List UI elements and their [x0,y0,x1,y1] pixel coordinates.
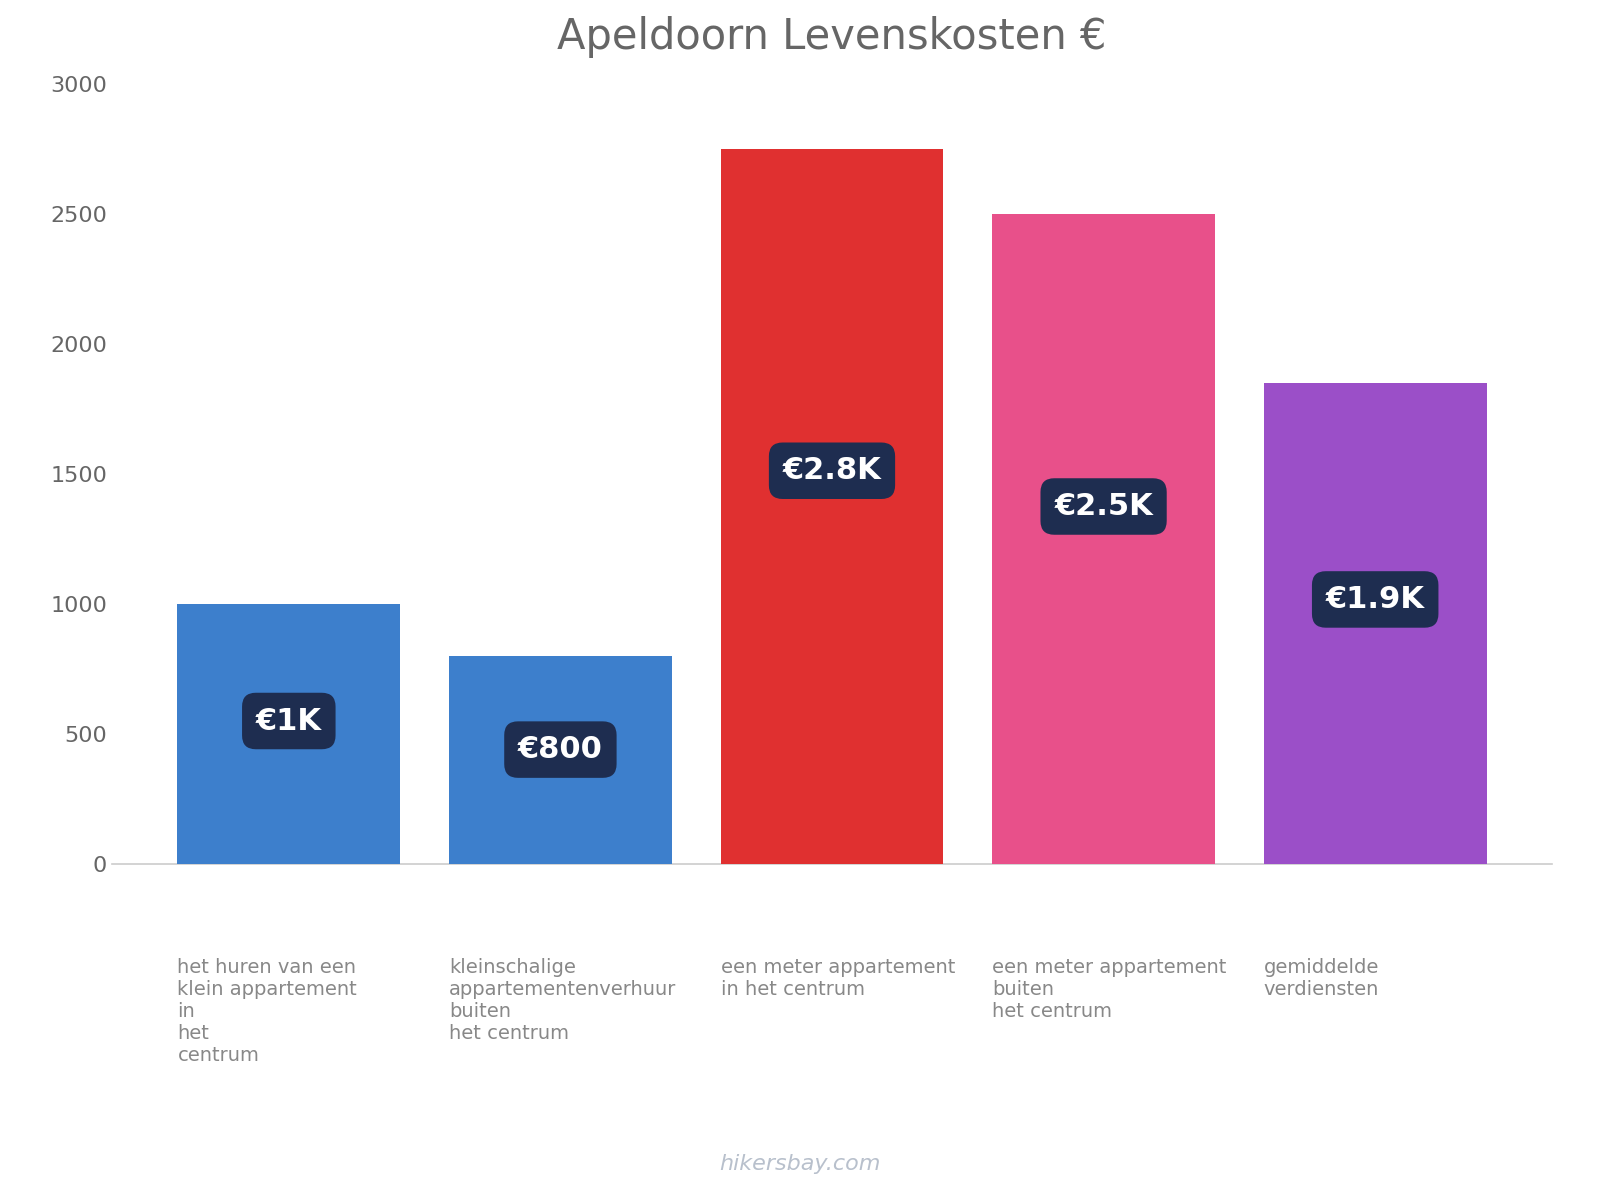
Text: €1K: €1K [256,707,322,736]
Text: een meter appartement
in het centrum: een meter appartement in het centrum [720,958,955,998]
Text: €2.5K: €2.5K [1054,492,1154,521]
Bar [992,214,1214,864]
Title: Apeldoorn Levenskosten €: Apeldoorn Levenskosten € [557,17,1107,59]
Text: kleinschalige
appartementenverhuur
buiten
het centrum: kleinschalige appartementenverhuur buite… [450,958,677,1043]
Bar [1264,383,1486,864]
Bar [450,656,672,864]
Text: €2.8K: €2.8K [782,456,882,485]
Text: een meter appartement
buiten
het centrum: een meter appartement buiten het centrum [992,958,1227,1020]
Bar [178,604,400,864]
Text: het huren van een
klein appartement
in
het
centrum: het huren van een klein appartement in h… [178,958,357,1064]
Text: gemiddelde
verdiensten: gemiddelde verdiensten [1264,958,1379,998]
Text: €1.9K: €1.9K [1326,584,1424,614]
Text: hikersbay.com: hikersbay.com [720,1154,880,1174]
Bar [720,149,944,864]
Text: €800: €800 [518,736,603,764]
